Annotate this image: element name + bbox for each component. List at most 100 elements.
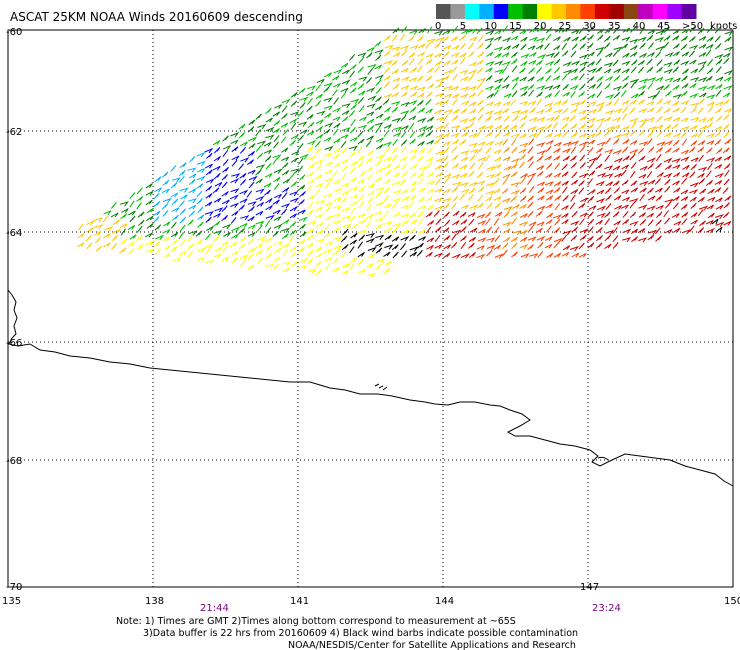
wind-barb	[247, 264, 255, 271]
wind-barb	[426, 139, 434, 145]
wind-barb	[469, 227, 478, 233]
wind-barb	[467, 212, 476, 217]
wind-barb	[282, 128, 289, 136]
wind-barb	[587, 123, 594, 130]
wind-barb	[637, 60, 645, 66]
wind-barb	[715, 226, 723, 233]
wind-barb	[546, 212, 554, 219]
wind-barb	[238, 123, 246, 130]
wind-barb	[528, 185, 535, 193]
wind-barb	[630, 26, 637, 33]
wind-barb	[545, 33, 552, 41]
wind-barb	[324, 112, 332, 119]
wind-barb	[256, 224, 263, 232]
wind-barb	[358, 124, 368, 130]
wind-barb	[223, 231, 231, 237]
wind-barb	[281, 203, 291, 209]
wind-barb	[376, 258, 386, 264]
wind-barb	[562, 130, 569, 138]
wind-barb	[290, 92, 298, 98]
wind-barb	[332, 89, 338, 97]
wind-barb	[384, 146, 391, 154]
wind-barb	[527, 45, 536, 51]
wind-barb	[663, 157, 673, 164]
wind-barb	[281, 227, 291, 233]
wind-barb	[477, 89, 483, 97]
wind-barb	[613, 220, 621, 226]
wind-barb	[383, 163, 391, 170]
wind-barb	[699, 125, 707, 130]
wind-barb	[350, 103, 357, 110]
wind-barb	[400, 146, 407, 154]
wind-barb	[272, 263, 279, 271]
wind-barb	[400, 45, 410, 51]
wind-barb	[205, 185, 213, 192]
wind-barb	[129, 192, 136, 200]
wind-barb	[435, 36, 445, 43]
wind-barb	[409, 148, 419, 154]
wind-barb	[536, 76, 545, 82]
wind-barb	[460, 86, 470, 92]
wind-barb	[561, 251, 570, 257]
wind-barb	[614, 157, 624, 163]
wind-barb	[307, 139, 317, 146]
wind-barb	[392, 189, 402, 195]
wind-barb	[391, 244, 399, 251]
wind-barb	[629, 99, 637, 105]
wind-barb	[435, 77, 445, 83]
wind-barb	[570, 75, 579, 81]
wind-barb	[392, 34, 398, 42]
wind-barb	[561, 116, 570, 122]
wind-barb	[596, 189, 605, 195]
wind-barb	[366, 203, 373, 211]
wind-barb	[722, 187, 729, 194]
wind-barb	[536, 142, 546, 148]
wind-barb	[418, 165, 428, 172]
wind-barb	[502, 60, 512, 67]
wind-barb	[197, 221, 204, 228]
wind-barb	[450, 132, 460, 138]
wind-barb	[519, 221, 529, 227]
wind-barb	[416, 35, 424, 42]
wind-barb	[546, 225, 552, 233]
wind-barb	[375, 113, 384, 119]
wind-barb	[154, 176, 162, 183]
wind-barb	[230, 177, 240, 184]
lat-label-70: -70	[6, 582, 22, 593]
wind-barb	[314, 182, 324, 188]
wind-barb	[603, 116, 611, 123]
wind-barb	[570, 194, 576, 202]
wind-barb	[221, 240, 229, 246]
wind-barb	[612, 59, 619, 67]
wind-barb	[605, 125, 615, 131]
wind-barb	[408, 115, 417, 121]
wind-barb	[561, 99, 569, 106]
wind-barb	[435, 82, 443, 89]
wind-barb	[392, 222, 402, 228]
wind-barb	[705, 44, 714, 49]
wind-barb	[263, 141, 272, 147]
wind-barb	[714, 214, 724, 220]
wind-barb	[715, 84, 723, 90]
wind-barb	[476, 202, 484, 209]
wind-barb	[620, 169, 627, 177]
wind-barb	[112, 219, 120, 226]
wind-barb	[400, 67, 409, 73]
wind-barb	[707, 188, 715, 195]
map-title: ASCAT 25KM NOAA Winds 20160609 descendin…	[10, 10, 303, 24]
wind-barb	[587, 93, 596, 99]
wind-barb	[494, 52, 502, 59]
legend-swatch	[450, 4, 466, 19]
wind-barb	[392, 138, 398, 146]
wind-barb	[656, 211, 663, 218]
wind-barb	[427, 83, 435, 89]
wind-barb	[399, 178, 406, 186]
wind-barb	[162, 236, 171, 242]
wind-barb	[393, 211, 401, 218]
wind-barb	[545, 172, 553, 179]
wind-barb	[706, 157, 716, 163]
wind-barb	[435, 92, 445, 98]
wind-barb	[315, 93, 323, 100]
wind-barb	[307, 179, 315, 185]
wind-barb	[375, 126, 381, 134]
